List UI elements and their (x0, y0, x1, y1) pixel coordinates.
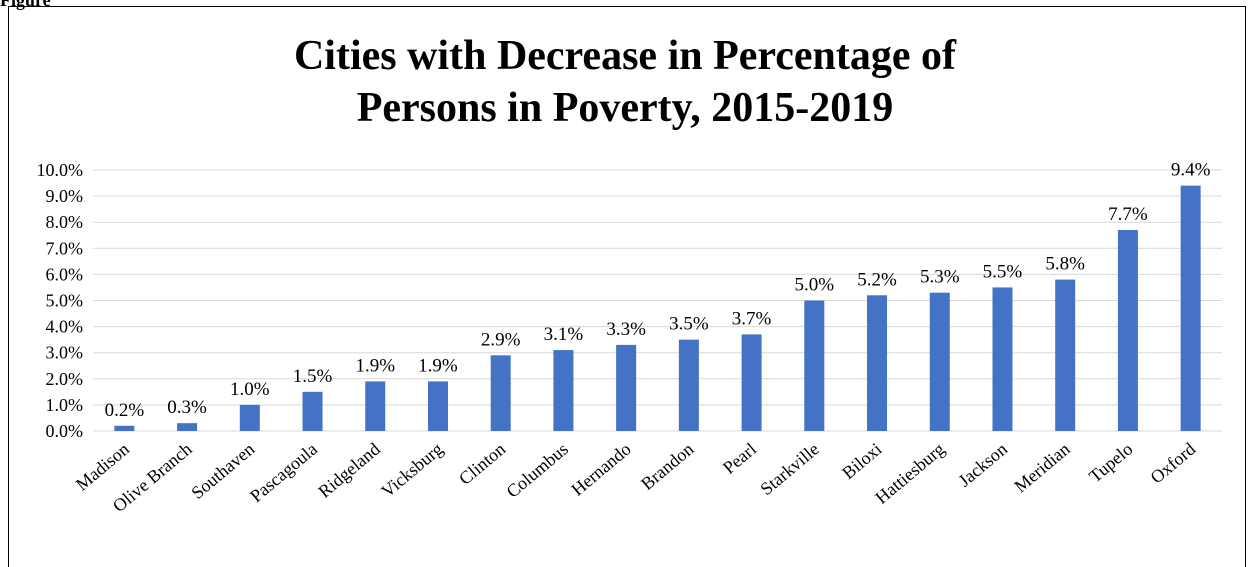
y-tick-label: 9.0% (46, 186, 84, 206)
bar (741, 334, 762, 431)
data-label: 1.5% (293, 366, 333, 387)
bar (490, 355, 511, 431)
y-tick-label: 8.0% (46, 212, 84, 232)
bar (1055, 279, 1076, 431)
data-label: 5.8% (1045, 254, 1085, 275)
bar (804, 300, 825, 431)
x-tick-label: Biloxi (838, 439, 885, 483)
bar (1180, 185, 1201, 431)
chart-title-line-1: Cities with Decrease in Percentage of (293, 33, 957, 79)
data-label: 3.3% (606, 319, 646, 340)
figure-label: Figure (0, 0, 51, 10)
y-tick-label: 0.0% (46, 421, 84, 441)
bar (427, 381, 448, 431)
chart-title: Cities with Decrease in Percentage of Pe… (0, 30, 1250, 134)
bar (678, 339, 699, 431)
data-label: 1.9% (418, 355, 458, 376)
data-label: 5.0% (795, 275, 835, 296)
bar (553, 350, 574, 431)
data-label: 5.3% (920, 267, 960, 288)
y-tick-label: 1.0% (46, 395, 84, 415)
chart-title-line-2: Persons in Poverty, 2015-2019 (356, 85, 894, 131)
x-tick-label: Clinton (455, 439, 509, 489)
x-tick-label: Vicksburg (377, 439, 446, 502)
y-tick-label: 2.0% (46, 369, 84, 389)
x-tick-label: Brandon (637, 439, 697, 494)
x-tick-label: Pascagoula (246, 439, 321, 506)
y-tick-label: 4.0% (46, 317, 84, 337)
data-label: 0.3% (167, 397, 207, 418)
y-tick-label: 7.0% (46, 238, 84, 258)
bar (867, 295, 888, 431)
bar (992, 287, 1013, 431)
x-tick-label: Jackson (955, 439, 1012, 491)
data-label: 5.5% (983, 261, 1023, 282)
bar (302, 391, 323, 431)
bar (616, 344, 637, 431)
bar (929, 292, 950, 431)
data-label: 5.2% (857, 269, 897, 290)
y-tick-label: 6.0% (46, 264, 84, 284)
x-tick-label: Oxford (1147, 439, 1200, 488)
bar (365, 381, 386, 431)
x-tick-label: Pearl (719, 439, 760, 478)
x-tick-label: Madison (72, 439, 133, 495)
data-label: 1.9% (355, 355, 395, 376)
data-label: 0.2% (105, 400, 145, 421)
data-label: 3.1% (544, 324, 584, 345)
data-label: 1.0% (230, 379, 270, 400)
data-label: 9.4% (1171, 160, 1211, 181)
y-tick-label: 10.0% (37, 160, 84, 180)
x-tick-label: Tupelo (1085, 439, 1136, 487)
data-label: 2.9% (481, 329, 521, 350)
data-label: 3.7% (732, 308, 772, 329)
y-tick-label: 3.0% (46, 343, 84, 363)
x-tick-label: Hernando (567, 439, 634, 500)
y-tick-label: 5.0% (46, 291, 84, 311)
x-tick-label: Starkville (756, 439, 822, 499)
data-label: 7.7% (1108, 204, 1148, 225)
x-tick-label: Hattiesburg (871, 439, 948, 508)
bar (177, 423, 198, 431)
data-label: 3.5% (669, 314, 709, 335)
chart-frame (8, 6, 1246, 567)
x-tick-label: Columbus (502, 439, 572, 502)
bar (114, 425, 135, 431)
bar (1117, 230, 1138, 431)
bar (239, 404, 260, 431)
x-tick-label: Meridian (1010, 439, 1073, 497)
x-tick-label: Ridgeland (314, 439, 384, 502)
